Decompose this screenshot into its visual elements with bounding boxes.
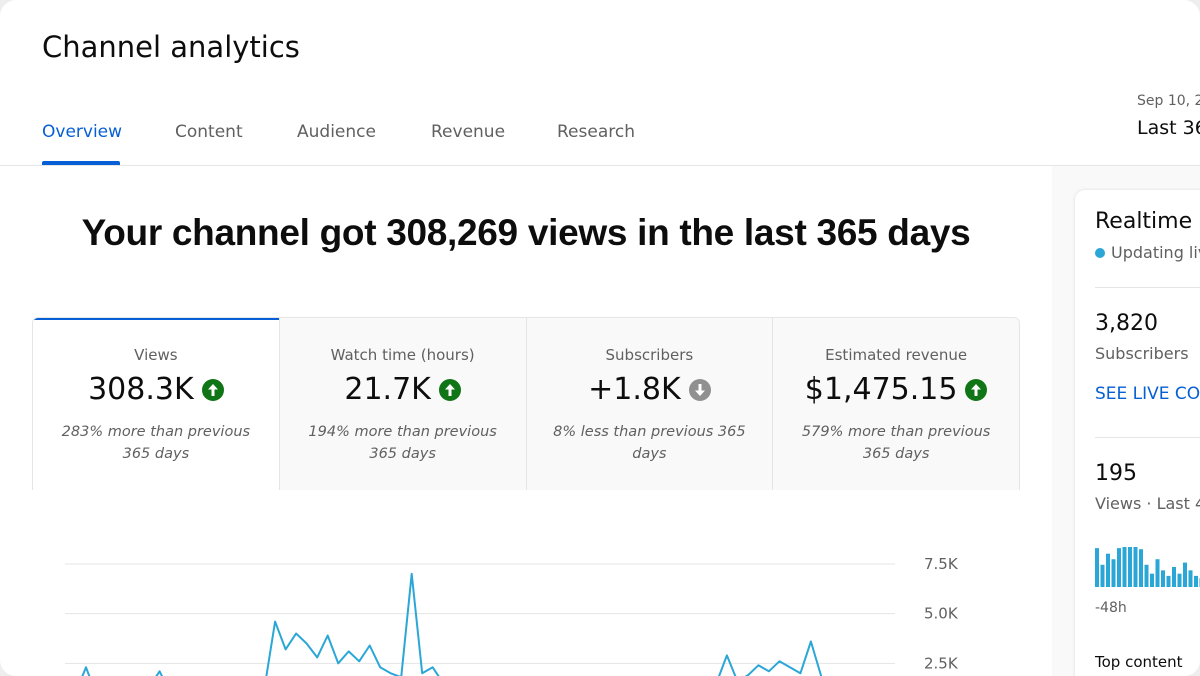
- mini-bar: [1183, 562, 1187, 587]
- metric-card[interactable]: Estimated revenue $1,475.15 579% more than…: [772, 318, 1019, 490]
- metric-card[interactable]: Views 308.3K 283% more than previous 365 d…: [33, 318, 279, 490]
- mini-bar: [1100, 564, 1105, 587]
- mini-bar: [1139, 549, 1143, 587]
- trend-arrow: [444, 383, 455, 396]
- views-label: Views · Last 4: [1095, 494, 1200, 513]
- mini-bar: [1177, 573, 1182, 587]
- metric-cards: Views 308.3K 283% more than previous 365 d…: [32, 317, 1020, 490]
- mini-bar: [1095, 548, 1099, 587]
- mini-bar: [1194, 575, 1198, 587]
- metric-label: Watch time (hours): [330, 346, 475, 364]
- tab[interactable]: Revenue: [431, 122, 506, 142]
- trend-arrow: [694, 383, 705, 396]
- trend-icon: [965, 378, 988, 401]
- metric-value: 308.3K: [88, 372, 194, 407]
- trend-arrow: [971, 383, 982, 396]
- top-content-label: Top content: [1095, 653, 1183, 671]
- y-tick-label: 5.0K: [924, 605, 959, 623]
- tab[interactable]: Research: [557, 122, 635, 142]
- period[interactable]: Last 36: [1137, 117, 1200, 139]
- mini-bar: [1161, 570, 1165, 587]
- subscriber-count: 3,820: [1095, 311, 1158, 336]
- realtime-status: Updating liv: [1111, 243, 1200, 262]
- mini-bar: [1150, 573, 1154, 587]
- realtime-chart: [1095, 547, 1200, 587]
- metric-note: 579% more than previous 365 days: [801, 424, 991, 462]
- tab[interactable]: Audience: [297, 122, 376, 142]
- mini-bar: [1128, 547, 1132, 587]
- mini-bar: [1155, 559, 1160, 587]
- tab[interactable]: Overview: [42, 122, 123, 142]
- realtime-title: Realtime: [1095, 209, 1193, 234]
- date-range[interactable]: Sep 10, 2: [1137, 93, 1200, 109]
- trend-icon: [438, 378, 461, 401]
- mini-bar: [1144, 564, 1149, 587]
- metric-label: Subscribers: [605, 346, 694, 364]
- see-live-link[interactable]: SEE LIVE CO: [1095, 384, 1200, 404]
- mini-bar: [1106, 553, 1110, 587]
- metric-note: 194% more than previous 365 days: [308, 424, 497, 462]
- page-title: Channel analytics: [42, 30, 300, 64]
- metric-value-row: +1.8K: [527, 372, 773, 407]
- metric-value-row: 21.7K: [280, 372, 526, 407]
- y-tick-label: 7.5K: [924, 555, 959, 573]
- metric-card[interactable]: Subscribers +1.8K 8% less than previous 36…: [525, 318, 773, 490]
- tab-indicator: [42, 161, 120, 165]
- metric-label: Views: [134, 346, 178, 364]
- mini-bar: [1188, 570, 1193, 587]
- metric-card[interactable]: Watch time (hours) 21.7K 194% more than pr…: [278, 318, 526, 490]
- metric-value: 21.7K: [344, 372, 431, 407]
- headline: Your channel got 308,269 views in the la…: [81, 212, 971, 253]
- metric-label: Estimated revenue: [825, 346, 968, 364]
- tab[interactable]: Content: [175, 122, 243, 142]
- views-chart: 2.5K 5.0K 7.5K: [65, 555, 959, 676]
- y-tick-label: 2.5K: [924, 654, 959, 672]
- divider: [0, 165, 1200, 166]
- metric-value-row: 308.3K: [33, 372, 279, 407]
- realtime-card: [1075, 190, 1200, 676]
- subscriber-label: Subscribers: [1095, 344, 1189, 363]
- mini-bar: [1111, 559, 1116, 587]
- views-count: 195: [1095, 461, 1137, 486]
- metric-note: 283% more than previous 365 days: [61, 424, 251, 462]
- live-dot: [1095, 248, 1105, 258]
- mini-bar: [1172, 567, 1176, 587]
- mini-bar: [1133, 547, 1138, 587]
- trend-arrow: [207, 383, 218, 396]
- mini-bar: [1166, 575, 1171, 587]
- metric-value: +1.8K: [588, 372, 681, 407]
- mini-axis-label: -48h: [1095, 600, 1127, 616]
- trend-icon: [688, 378, 711, 401]
- divider: [1095, 437, 1200, 438]
- mini-bar: [1117, 548, 1121, 587]
- metric-note: 8% less than previous 365 days: [553, 424, 746, 462]
- mini-bar: [1122, 547, 1127, 587]
- metric-value-row: $1,475.15: [773, 372, 1019, 407]
- metric-value: $1,475.15: [804, 372, 958, 407]
- divider: [1095, 287, 1200, 288]
- views-line: [81, 572, 823, 676]
- trend-icon: [201, 378, 224, 401]
